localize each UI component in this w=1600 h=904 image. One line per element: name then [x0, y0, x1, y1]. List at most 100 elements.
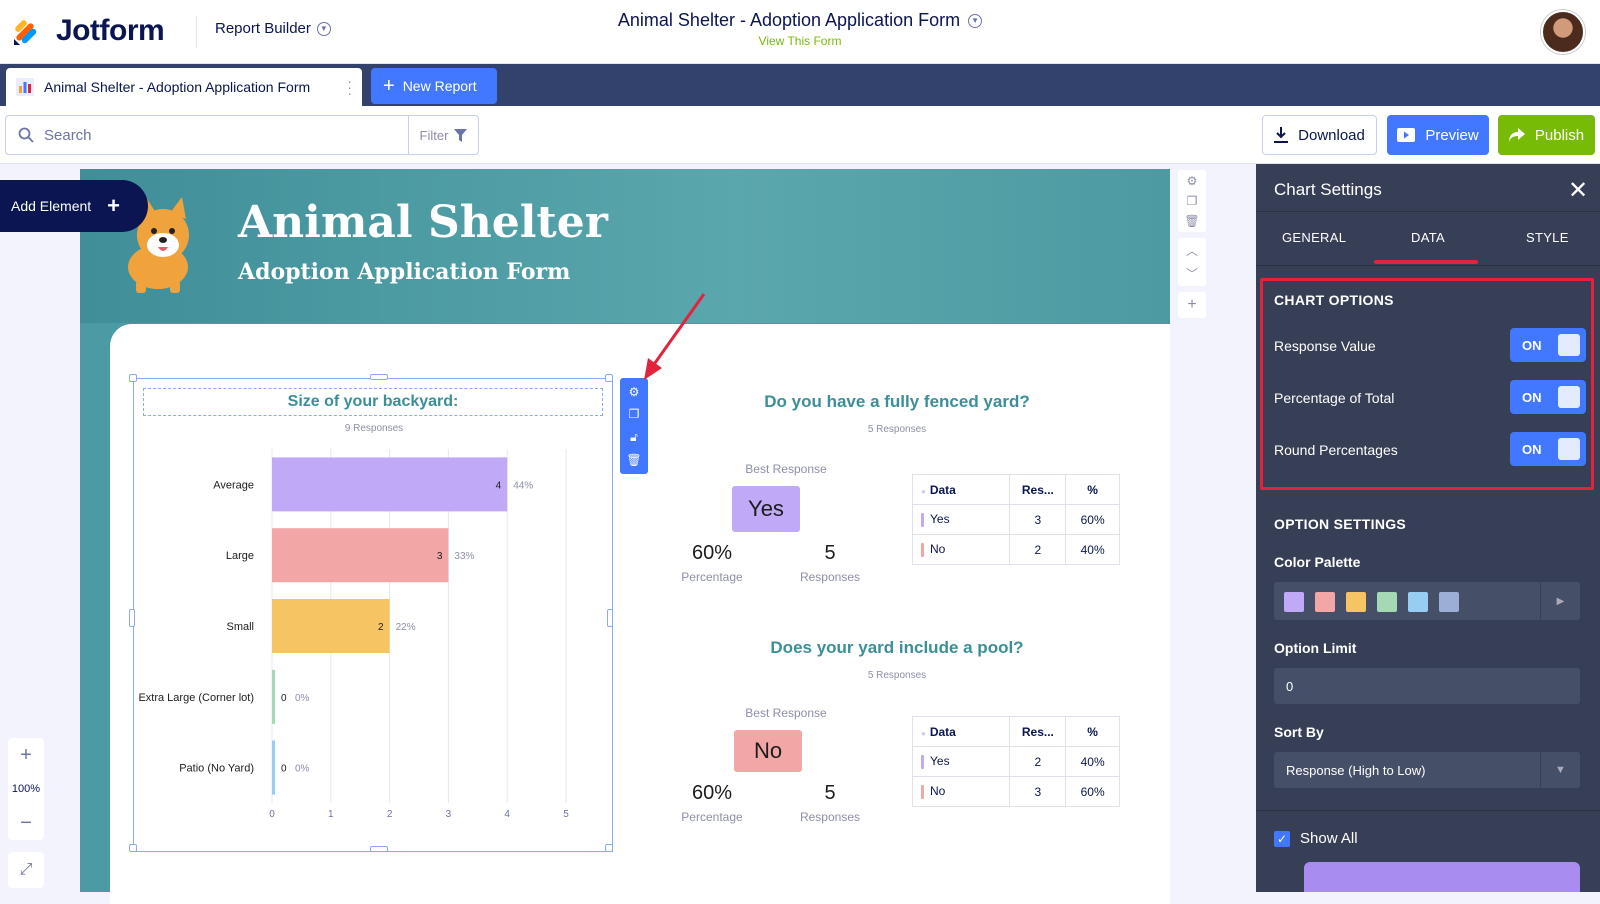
- trash-icon[interactable]: 🗑︎: [626, 452, 642, 467]
- bar[interactable]: [272, 669, 275, 724]
- percentage-label: Percentage: [681, 810, 743, 824]
- search-input[interactable]: Search: [5, 115, 409, 155]
- color-swatch: [921, 784, 924, 799]
- tab-general[interactable]: GENERAL: [1282, 230, 1347, 245]
- round-percentages-toggle[interactable]: ON: [1510, 432, 1586, 466]
- option-limit-input[interactable]: 0: [1274, 668, 1580, 704]
- column-header: Data: [929, 482, 956, 497]
- report-builder-menu[interactable]: Report Builder ▼: [215, 20, 331, 37]
- bar-chart-icon: [16, 78, 34, 96]
- resize-handle[interactable]: [370, 846, 388, 852]
- bar-chart-element[interactable]: Size of your backyard: 9 Responses 0 1 2 3 4…: [129, 374, 613, 852]
- add-element-button[interactable]: Add Element +: [0, 180, 148, 232]
- filter-button[interactable]: Filter: [408, 115, 479, 155]
- expand-icon: ⤢: [19, 861, 33, 878]
- jotform-logo[interactable]: Jotform: [12, 14, 165, 48]
- resize-handle[interactable]: [605, 844, 613, 852]
- share-arrow-icon: [1508, 128, 1525, 142]
- tab-style[interactable]: STYLE: [1526, 230, 1569, 245]
- copy-icon[interactable]: ❐: [1186, 194, 1198, 208]
- zoom-in-button[interactable]: +: [20, 743, 32, 766]
- chart-title[interactable]: Size of your backyard:: [143, 388, 603, 416]
- data-label-value: 0: [281, 693, 287, 704]
- data-label-percent: 33%: [454, 551, 474, 562]
- chart-settings-panel: Chart Settings ✕ GENERAL DATA STYLE CHAR…: [1256, 164, 1600, 892]
- bar[interactable]: [272, 457, 508, 512]
- report-title: Animal Shelter: [238, 197, 608, 248]
- gear-icon[interactable]: ⚙: [628, 385, 640, 400]
- percentage-of-total-toggle[interactable]: ON: [1510, 380, 1586, 414]
- resize-handle[interactable]: [607, 609, 613, 627]
- responses-value: 5: [824, 542, 836, 564]
- category-label: Small: [226, 621, 254, 633]
- question-block-fenced-yard[interactable]: Do you have a fully fenced yard? 5 Respo…: [662, 378, 1132, 600]
- show-all-checkbox[interactable]: ✓ Show All: [1274, 830, 1358, 847]
- color-palette-select[interactable]: ▶: [1274, 582, 1580, 620]
- kebab-menu-icon[interactable]: · · ·: [347, 73, 352, 101]
- annotation-arrow: [644, 293, 706, 380]
- responses-label: Responses: [799, 570, 861, 584]
- bar[interactable]: [272, 599, 390, 653]
- data-label-value: 2: [378, 622, 384, 633]
- close-icon[interactable]: ✕: [1568, 177, 1589, 204]
- tab-report-active[interactable]: Animal Shelter - Adoption Application Fo…: [6, 68, 362, 106]
- trash-icon[interactable]: 🗑︎: [1184, 214, 1200, 228]
- option-limit-label: Option Limit: [1274, 640, 1357, 656]
- avatar[interactable]: [1541, 10, 1585, 54]
- view-form-link[interactable]: View This Form: [758, 34, 842, 48]
- resize-handle[interactable]: [129, 844, 137, 852]
- best-response-badge: No: [734, 730, 802, 772]
- sort-by-value: Response (High to Low): [1286, 762, 1426, 778]
- bar[interactable]: [272, 528, 449, 583]
- question-response-count: 5 Responses: [867, 670, 927, 681]
- palette-swatch: [1408, 592, 1428, 612]
- gear-icon[interactable]: ⚙: [1186, 174, 1198, 188]
- option-label: Response Value: [1274, 338, 1376, 354]
- question-block-pool[interactable]: Does your yard include a pool? 5 Respons…: [662, 624, 1132, 852]
- form-title[interactable]: Animal Shelter - Adoption Application Fo…: [0, 10, 1600, 31]
- palette-swatch: [1439, 592, 1459, 612]
- resize-handle[interactable]: [129, 609, 135, 627]
- color-palette-label: Color Palette: [1274, 554, 1361, 570]
- download-button[interactable]: Download: [1262, 115, 1377, 155]
- form-title-text: Animal Shelter - Adoption Application Fo…: [617, 10, 961, 30]
- page-move-group: ︿ ﹀: [1178, 238, 1206, 286]
- resize-handle[interactable]: [370, 374, 388, 380]
- sort-by-select[interactable]: Response (High to Low) ▼: [1274, 752, 1580, 788]
- category-label: Patio (No Yard): [179, 763, 254, 775]
- response-value-toggle[interactable]: ON: [1510, 328, 1586, 362]
- row-count: 3: [1009, 776, 1067, 807]
- dog-mascot-icon: [128, 197, 189, 293]
- divider: [1256, 810, 1600, 811]
- chevron-down-icon: ▼: [316, 21, 331, 36]
- palette-swatch: [1377, 592, 1397, 612]
- responses-value: 5: [824, 782, 836, 804]
- bar[interactable]: [272, 740, 275, 795]
- row-pct: 40%: [1065, 746, 1120, 777]
- unlock-icon[interactable]: 🔓︎: [630, 429, 638, 444]
- chevron-up-icon[interactable]: ︿: [1185, 244, 1198, 258]
- row-label: Yes: [930, 512, 950, 527]
- tab-data[interactable]: DATA: [1411, 230, 1445, 245]
- preview-button[interactable]: Preview: [1387, 115, 1489, 155]
- new-report-button[interactable]: + New Report: [371, 68, 497, 104]
- fullscreen-button[interactable]: ⤢: [8, 852, 44, 888]
- zoom-out-button[interactable]: −: [20, 811, 32, 834]
- toggle-knob: [1558, 438, 1580, 460]
- filter-label: Filter: [419, 127, 449, 143]
- x-tick-label: 5: [563, 809, 569, 820]
- resize-handle[interactable]: [129, 374, 137, 382]
- plus-icon[interactable]: +: [1187, 296, 1197, 313]
- zoom-controls: + 100% −: [8, 738, 44, 840]
- chevron-down-icon[interactable]: ﹀: [1185, 267, 1198, 281]
- add-element-label: Add Element: [11, 198, 92, 214]
- header-divider: [196, 16, 197, 48]
- resize-handle[interactable]: [605, 374, 613, 382]
- panel-action-button[interactable]: [1304, 862, 1580, 892]
- row-label: Yes: [930, 754, 950, 769]
- new-report-label: New Report: [402, 78, 477, 94]
- publish-button[interactable]: Publish: [1498, 115, 1595, 155]
- download-label: Download: [1298, 126, 1365, 144]
- top-bar: Jotform Report Builder ▼ Animal Shelter …: [0, 0, 1600, 64]
- copy-icon[interactable]: ❐: [628, 407, 640, 422]
